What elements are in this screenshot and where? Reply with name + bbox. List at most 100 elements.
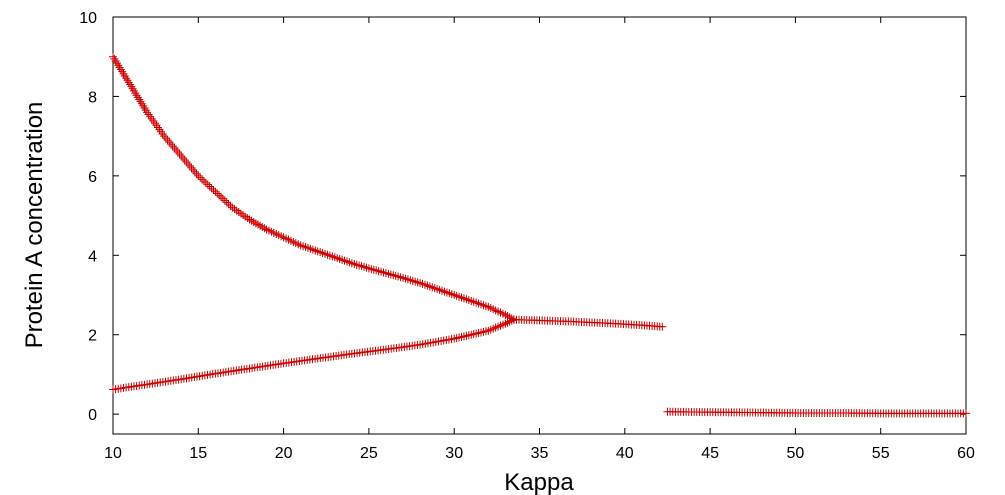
data-point	[501, 310, 510, 319]
data-point	[163, 136, 172, 145]
data-point	[184, 159, 193, 168]
y-tick-label: 6	[88, 169, 97, 186]
data-point	[122, 74, 131, 83]
data-point	[222, 198, 231, 207]
data-point	[136, 97, 145, 106]
data-point	[236, 209, 245, 218]
data-point	[245, 215, 254, 224]
data-point	[220, 196, 229, 205]
data-point	[234, 208, 243, 217]
data-point	[144, 110, 153, 119]
data-point	[170, 144, 179, 153]
data-point	[207, 184, 216, 193]
y-tick-label: 2	[88, 328, 97, 345]
data-point	[258, 222, 267, 231]
data-point	[232, 206, 241, 215]
data-point	[218, 194, 227, 203]
data-point	[241, 212, 250, 221]
data-point	[203, 180, 212, 189]
data-point	[251, 219, 260, 228]
data-point	[198, 175, 207, 184]
data-point	[111, 56, 120, 65]
data-point	[658, 322, 667, 331]
x-tick-label: 50	[787, 445, 805, 462]
x-tick-label: 40	[616, 445, 634, 462]
data-point	[123, 76, 132, 85]
data-point	[201, 178, 210, 187]
data-point	[115, 63, 124, 72]
data-point	[243, 214, 252, 223]
data-point	[158, 129, 167, 138]
data-point	[247, 216, 256, 225]
x-tick-label: 15	[189, 445, 207, 462]
data-point	[205, 182, 214, 191]
data-point	[173, 148, 182, 157]
data-point	[196, 173, 205, 182]
data-point	[180, 155, 189, 164]
data-point	[182, 157, 191, 166]
data-point	[194, 171, 203, 180]
data-point	[143, 108, 152, 117]
data-point	[239, 211, 248, 220]
x-axis-ticks: 10 15 20 25 30 35 40 45 50 55 60	[104, 17, 975, 462]
data-point	[505, 317, 514, 326]
data-point	[110, 54, 119, 63]
data-point	[118, 67, 127, 76]
y-tick-label: 8	[88, 89, 97, 106]
data-point	[127, 82, 136, 91]
data-point	[211, 187, 220, 196]
data-point	[175, 150, 184, 159]
data-point	[132, 91, 141, 100]
data-point	[507, 316, 516, 325]
data-points	[109, 52, 970, 418]
x-tick-label: 35	[531, 445, 549, 462]
x-tick-label: 25	[360, 445, 378, 462]
data-point	[165, 138, 174, 147]
data-point	[126, 80, 135, 89]
data-point	[199, 177, 208, 186]
x-tick-label: 20	[275, 445, 293, 462]
data-point	[224, 200, 233, 209]
data-point	[155, 125, 164, 134]
plot-border	[112, 16, 967, 435]
y-axis-ticks: 0 2 4 6 8 10	[79, 10, 966, 424]
x-tick-label: 30	[445, 445, 463, 462]
x-tick-label: 60	[957, 445, 975, 462]
data-point	[139, 101, 148, 110]
y-tick-label: 4	[88, 248, 97, 265]
data-point	[260, 224, 269, 233]
data-point	[254, 220, 263, 229]
data-point	[141, 106, 150, 115]
data-point	[209, 185, 218, 194]
data-point	[192, 169, 201, 178]
x-tick-label: 55	[872, 445, 890, 462]
data-point	[129, 86, 138, 95]
data-point	[149, 116, 158, 125]
data-point	[189, 165, 198, 174]
data-point	[116, 65, 125, 74]
data-point	[114, 61, 123, 70]
data-point	[230, 205, 239, 214]
data-point	[161, 134, 170, 143]
y-tick-label: 10	[79, 10, 97, 27]
data-point	[137, 99, 146, 108]
data-point	[124, 78, 133, 87]
data-point	[962, 409, 970, 418]
x-tick-label: 45	[701, 445, 719, 462]
data-point	[131, 89, 140, 98]
data-point	[503, 318, 512, 327]
data-point	[140, 104, 149, 113]
data-point	[146, 112, 155, 121]
data-point	[157, 127, 166, 136]
data-point	[178, 153, 187, 162]
x-tick-label: 10	[104, 445, 122, 462]
y-axis-title: Protein A concentration	[21, 102, 48, 349]
data-point	[112, 59, 121, 68]
plot-frame	[112, 16, 967, 435]
y-tick-label: 0	[88, 407, 97, 424]
data-point	[226, 201, 235, 210]
x-axis-title: Kappa	[504, 469, 574, 495]
data-point	[228, 203, 237, 212]
data-point	[152, 121, 161, 130]
